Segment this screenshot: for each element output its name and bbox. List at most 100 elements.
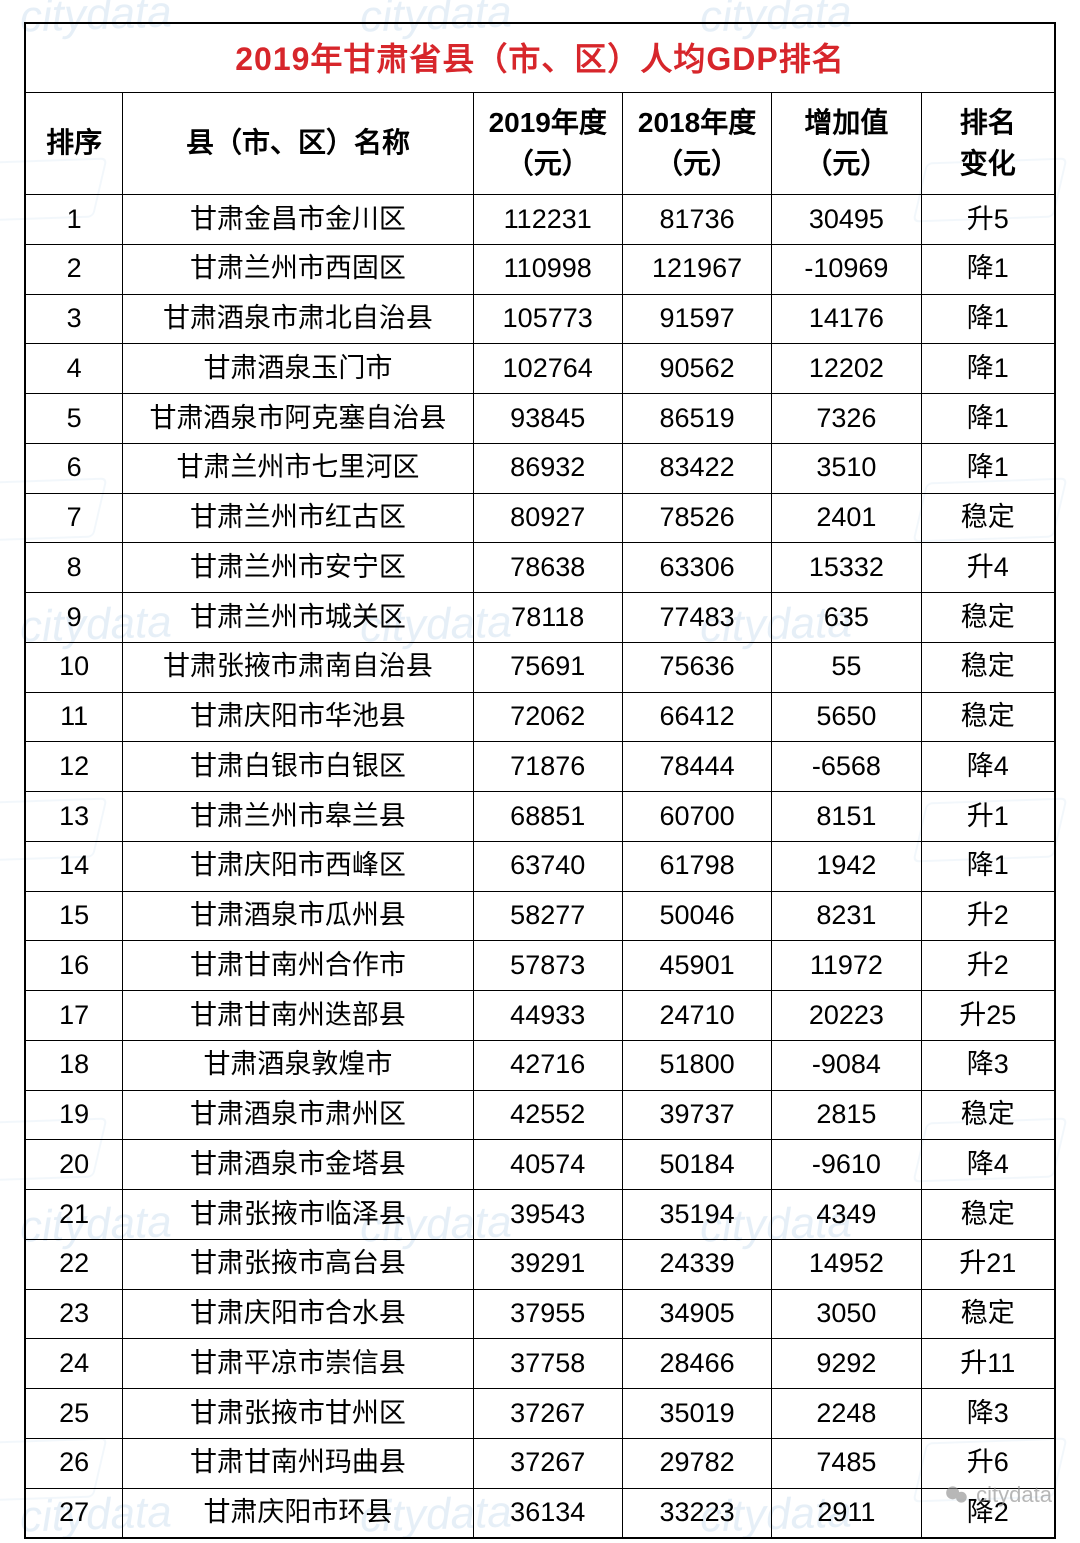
cell-name: 甘肃张掖市临泽县 — [123, 1190, 473, 1240]
cell-name: 甘肃兰州市红古区 — [123, 493, 473, 543]
cell-inc: 7485 — [772, 1438, 921, 1488]
cell-inc: 5650 — [772, 692, 921, 742]
wechat-icon — [944, 1482, 970, 1508]
cell-name: 甘肃酒泉市阿克塞自治县 — [123, 394, 473, 444]
table-row: 15甘肃酒泉市瓜州县58277500468231升2 — [25, 891, 1055, 941]
table-header-row: 排序 县（市、区）名称 2019年度（元） 2018年度（元） 增加值（元） 排… — [25, 93, 1055, 195]
cell-rank: 24 — [25, 1339, 123, 1389]
cell-rank: 27 — [25, 1488, 123, 1538]
cell-rank: 2 — [25, 244, 123, 294]
cell-change: 稳定 — [921, 1289, 1055, 1339]
cell-rank: 12 — [25, 742, 123, 792]
cell-y2018: 28466 — [622, 1339, 771, 1389]
cell-change: 升1 — [921, 792, 1055, 842]
cell-y2019: 112231 — [473, 195, 622, 245]
cell-inc: 9292 — [772, 1339, 921, 1389]
cell-rank: 22 — [25, 1239, 123, 1289]
cell-y2018: 24339 — [622, 1239, 771, 1289]
cell-name: 甘肃酒泉市肃北自治县 — [123, 294, 473, 344]
cell-y2019: 93845 — [473, 394, 622, 444]
cell-name: 甘肃兰州市西固区 — [123, 244, 473, 294]
cell-y2019: 37758 — [473, 1339, 622, 1389]
table-row: 26甘肃甘南州玛曲县37267297827485升6 — [25, 1438, 1055, 1488]
table-row: 11甘肃庆阳市华池县72062664125650稳定 — [25, 692, 1055, 742]
table-row: 16甘肃甘南州合作市578734590111972升2 — [25, 941, 1055, 991]
cell-y2018: 33223 — [622, 1488, 771, 1538]
cell-y2019: 58277 — [473, 891, 622, 941]
cell-change: 升2 — [921, 891, 1055, 941]
cell-name: 甘肃平凉市崇信县 — [123, 1339, 473, 1389]
col-header-name: 县（市、区）名称 — [123, 93, 473, 195]
cell-y2018: 77483 — [622, 593, 771, 643]
table-row: 2甘肃兰州市西固区110998121967-10969降1 — [25, 244, 1055, 294]
cell-inc: 12202 — [772, 344, 921, 394]
cell-name: 甘肃庆阳市华池县 — [123, 692, 473, 742]
table-row: 3甘肃酒泉市肃北自治县1057739159714176降1 — [25, 294, 1055, 344]
table-title: 2019年甘肃省县（市、区）人均GDP排名 — [25, 23, 1055, 93]
cell-y2019: 37955 — [473, 1289, 622, 1339]
cell-change: 升4 — [921, 543, 1055, 593]
cell-inc: 3510 — [772, 443, 921, 493]
cell-change: 升6 — [921, 1438, 1055, 1488]
table-row: 17甘肃甘南州迭部县449332471020223升25 — [25, 991, 1055, 1041]
cell-change: 降1 — [921, 443, 1055, 493]
cell-change: 降1 — [921, 394, 1055, 444]
cell-rank: 25 — [25, 1389, 123, 1439]
cell-name: 甘肃兰州市七里河区 — [123, 443, 473, 493]
cell-name: 甘肃张掖市高台县 — [123, 1239, 473, 1289]
cell-y2019: 42552 — [473, 1090, 622, 1140]
cell-name: 甘肃兰州市安宁区 — [123, 543, 473, 593]
col-header-inc: 增加值（元） — [772, 93, 921, 195]
table-row: 7甘肃兰州市红古区80927785262401稳定 — [25, 493, 1055, 543]
cell-name: 甘肃白银市白银区 — [123, 742, 473, 792]
cell-rank: 18 — [25, 1040, 123, 1090]
cell-y2019: 71876 — [473, 742, 622, 792]
cell-y2019: 39543 — [473, 1190, 622, 1240]
cell-change: 降1 — [921, 841, 1055, 891]
cell-inc: 14952 — [772, 1239, 921, 1289]
cell-y2019: 37267 — [473, 1389, 622, 1439]
cell-change: 稳定 — [921, 1090, 1055, 1140]
table-row: 4甘肃酒泉玉门市1027649056212202降1 — [25, 344, 1055, 394]
cell-rank: 4 — [25, 344, 123, 394]
cell-y2018: 24710 — [622, 991, 771, 1041]
cell-y2019: 37267 — [473, 1438, 622, 1488]
table-row: 1甘肃金昌市金川区1122318173630495升5 — [25, 195, 1055, 245]
cell-inc: 11972 — [772, 941, 921, 991]
table-row: 24甘肃平凉市崇信县37758284669292升11 — [25, 1339, 1055, 1389]
cell-change: 降1 — [921, 244, 1055, 294]
cell-rank: 19 — [25, 1090, 123, 1140]
cell-y2018: 29782 — [622, 1438, 771, 1488]
table-row: 23甘肃庆阳市合水县37955349053050稳定 — [25, 1289, 1055, 1339]
cell-y2019: 44933 — [473, 991, 622, 1041]
cell-inc: 30495 — [772, 195, 921, 245]
table-row: 10甘肃张掖市肃南自治县756917563655稳定 — [25, 642, 1055, 692]
cell-y2018: 90562 — [622, 344, 771, 394]
source-attribution: citydata — [944, 1482, 1052, 1508]
cell-y2018: 83422 — [622, 443, 771, 493]
cell-y2018: 34905 — [622, 1289, 771, 1339]
cell-change: 降4 — [921, 742, 1055, 792]
cell-inc: 2911 — [772, 1488, 921, 1538]
cell-y2019: 36134 — [473, 1488, 622, 1538]
cell-inc: 7326 — [772, 394, 921, 444]
cell-y2019: 80927 — [473, 493, 622, 543]
cell-name: 甘肃甘南州迭部县 — [123, 991, 473, 1041]
cell-change: 稳定 — [921, 493, 1055, 543]
cell-name: 甘肃金昌市金川区 — [123, 195, 473, 245]
cell-rank: 5 — [25, 394, 123, 444]
table-row: 19甘肃酒泉市肃州区42552397372815稳定 — [25, 1090, 1055, 1140]
cell-change: 稳定 — [921, 593, 1055, 643]
cell-rank: 26 — [25, 1438, 123, 1488]
cell-y2019: 78638 — [473, 543, 622, 593]
cell-change: 降3 — [921, 1389, 1055, 1439]
cell-rank: 9 — [25, 593, 123, 643]
table-body: 1甘肃金昌市金川区1122318173630495升52甘肃兰州市西固区1109… — [25, 195, 1055, 1539]
cell-inc: 4349 — [772, 1190, 921, 1240]
cell-y2018: 78444 — [622, 742, 771, 792]
cell-y2019: 42716 — [473, 1040, 622, 1090]
table-row: 21甘肃张掖市临泽县39543351944349稳定 — [25, 1190, 1055, 1240]
cell-inc: 8231 — [772, 891, 921, 941]
gdp-ranking-table-container: 2019年甘肃省县（市、区）人均GDP排名 排序 县（市、区）名称 2019年度… — [0, 0, 1080, 1539]
cell-y2019: 110998 — [473, 244, 622, 294]
